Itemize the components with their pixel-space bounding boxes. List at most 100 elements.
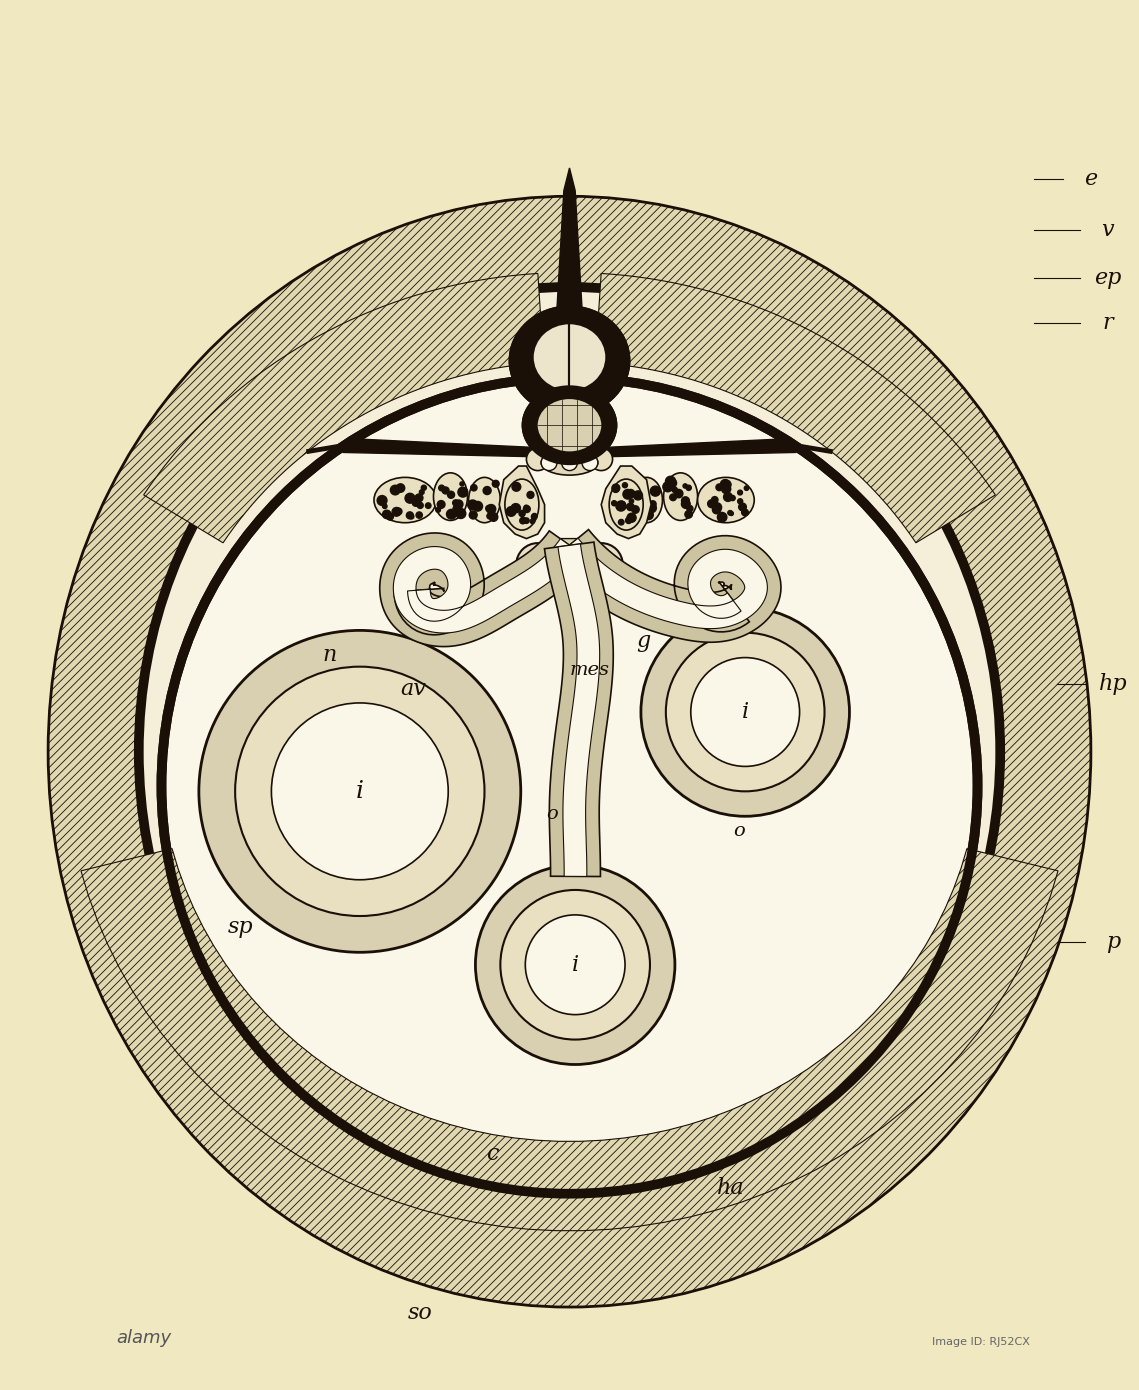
Circle shape (383, 510, 391, 518)
Circle shape (532, 513, 536, 518)
Circle shape (718, 513, 727, 521)
Circle shape (730, 495, 735, 500)
Circle shape (407, 512, 413, 518)
Circle shape (720, 480, 730, 489)
Circle shape (377, 496, 387, 506)
Circle shape (634, 507, 641, 514)
Text: i: i (741, 701, 748, 723)
Circle shape (713, 503, 722, 512)
Circle shape (712, 506, 721, 514)
Circle shape (716, 484, 722, 491)
Text: av: av (400, 678, 426, 701)
Circle shape (686, 485, 691, 491)
Text: ha: ha (716, 1177, 744, 1200)
Ellipse shape (523, 386, 616, 464)
Polygon shape (538, 386, 560, 463)
Text: n: n (322, 645, 336, 666)
Circle shape (626, 503, 634, 510)
Circle shape (456, 509, 466, 518)
Circle shape (631, 503, 640, 512)
Ellipse shape (510, 307, 629, 414)
Ellipse shape (536, 398, 603, 452)
Text: v: v (1101, 220, 1114, 242)
Circle shape (489, 513, 498, 521)
Ellipse shape (523, 386, 616, 464)
Circle shape (514, 485, 519, 491)
Text: e: e (1084, 168, 1098, 190)
Circle shape (744, 486, 748, 491)
Text: sp: sp (228, 916, 254, 938)
Text: o: o (547, 805, 558, 823)
Circle shape (625, 517, 632, 524)
Circle shape (690, 657, 800, 766)
Circle shape (524, 518, 530, 524)
Text: mes: mes (570, 662, 609, 680)
Circle shape (649, 500, 656, 507)
Circle shape (395, 509, 402, 514)
Circle shape (647, 503, 656, 513)
Circle shape (421, 485, 426, 491)
Ellipse shape (631, 477, 663, 523)
Circle shape (641, 607, 850, 816)
Ellipse shape (609, 480, 644, 530)
Circle shape (712, 496, 718, 503)
Circle shape (685, 510, 693, 518)
Circle shape (485, 506, 492, 512)
Ellipse shape (533, 324, 606, 391)
Circle shape (582, 455, 598, 471)
Ellipse shape (374, 477, 436, 523)
Ellipse shape (505, 480, 539, 530)
Circle shape (562, 455, 577, 471)
Circle shape (409, 514, 413, 518)
Circle shape (473, 502, 483, 512)
Circle shape (612, 500, 616, 506)
Polygon shape (556, 168, 583, 327)
Polygon shape (343, 439, 544, 457)
Circle shape (507, 506, 516, 516)
Circle shape (416, 512, 423, 518)
Circle shape (519, 517, 526, 524)
Circle shape (486, 513, 493, 518)
Circle shape (405, 493, 415, 503)
Circle shape (511, 505, 516, 509)
Circle shape (665, 477, 675, 486)
Circle shape (687, 506, 693, 512)
Circle shape (527, 492, 534, 499)
Polygon shape (379, 531, 590, 646)
Circle shape (739, 503, 746, 510)
Polygon shape (558, 538, 581, 616)
Circle shape (666, 632, 825, 791)
Circle shape (683, 484, 687, 488)
Circle shape (626, 489, 634, 498)
Circle shape (492, 481, 499, 486)
Circle shape (633, 491, 642, 500)
Circle shape (525, 915, 625, 1015)
Circle shape (653, 488, 661, 495)
Circle shape (475, 865, 675, 1065)
Ellipse shape (139, 286, 1000, 1216)
Circle shape (618, 520, 624, 525)
Circle shape (639, 492, 645, 498)
Circle shape (386, 513, 393, 520)
Circle shape (470, 485, 477, 491)
Circle shape (392, 507, 401, 516)
Circle shape (500, 890, 650, 1040)
Text: r: r (1103, 313, 1113, 334)
Circle shape (681, 496, 689, 505)
Circle shape (667, 478, 677, 488)
Circle shape (235, 667, 484, 916)
Polygon shape (579, 386, 601, 463)
Circle shape (633, 507, 637, 513)
Text: hp: hp (1099, 673, 1128, 695)
Circle shape (612, 484, 620, 492)
Circle shape (460, 482, 464, 486)
Circle shape (722, 485, 731, 493)
Circle shape (412, 499, 419, 506)
Text: i: i (355, 780, 363, 803)
Circle shape (419, 489, 424, 495)
Ellipse shape (48, 196, 1091, 1307)
Circle shape (532, 514, 536, 520)
Circle shape (670, 493, 677, 500)
Circle shape (622, 482, 628, 488)
Ellipse shape (536, 398, 603, 452)
